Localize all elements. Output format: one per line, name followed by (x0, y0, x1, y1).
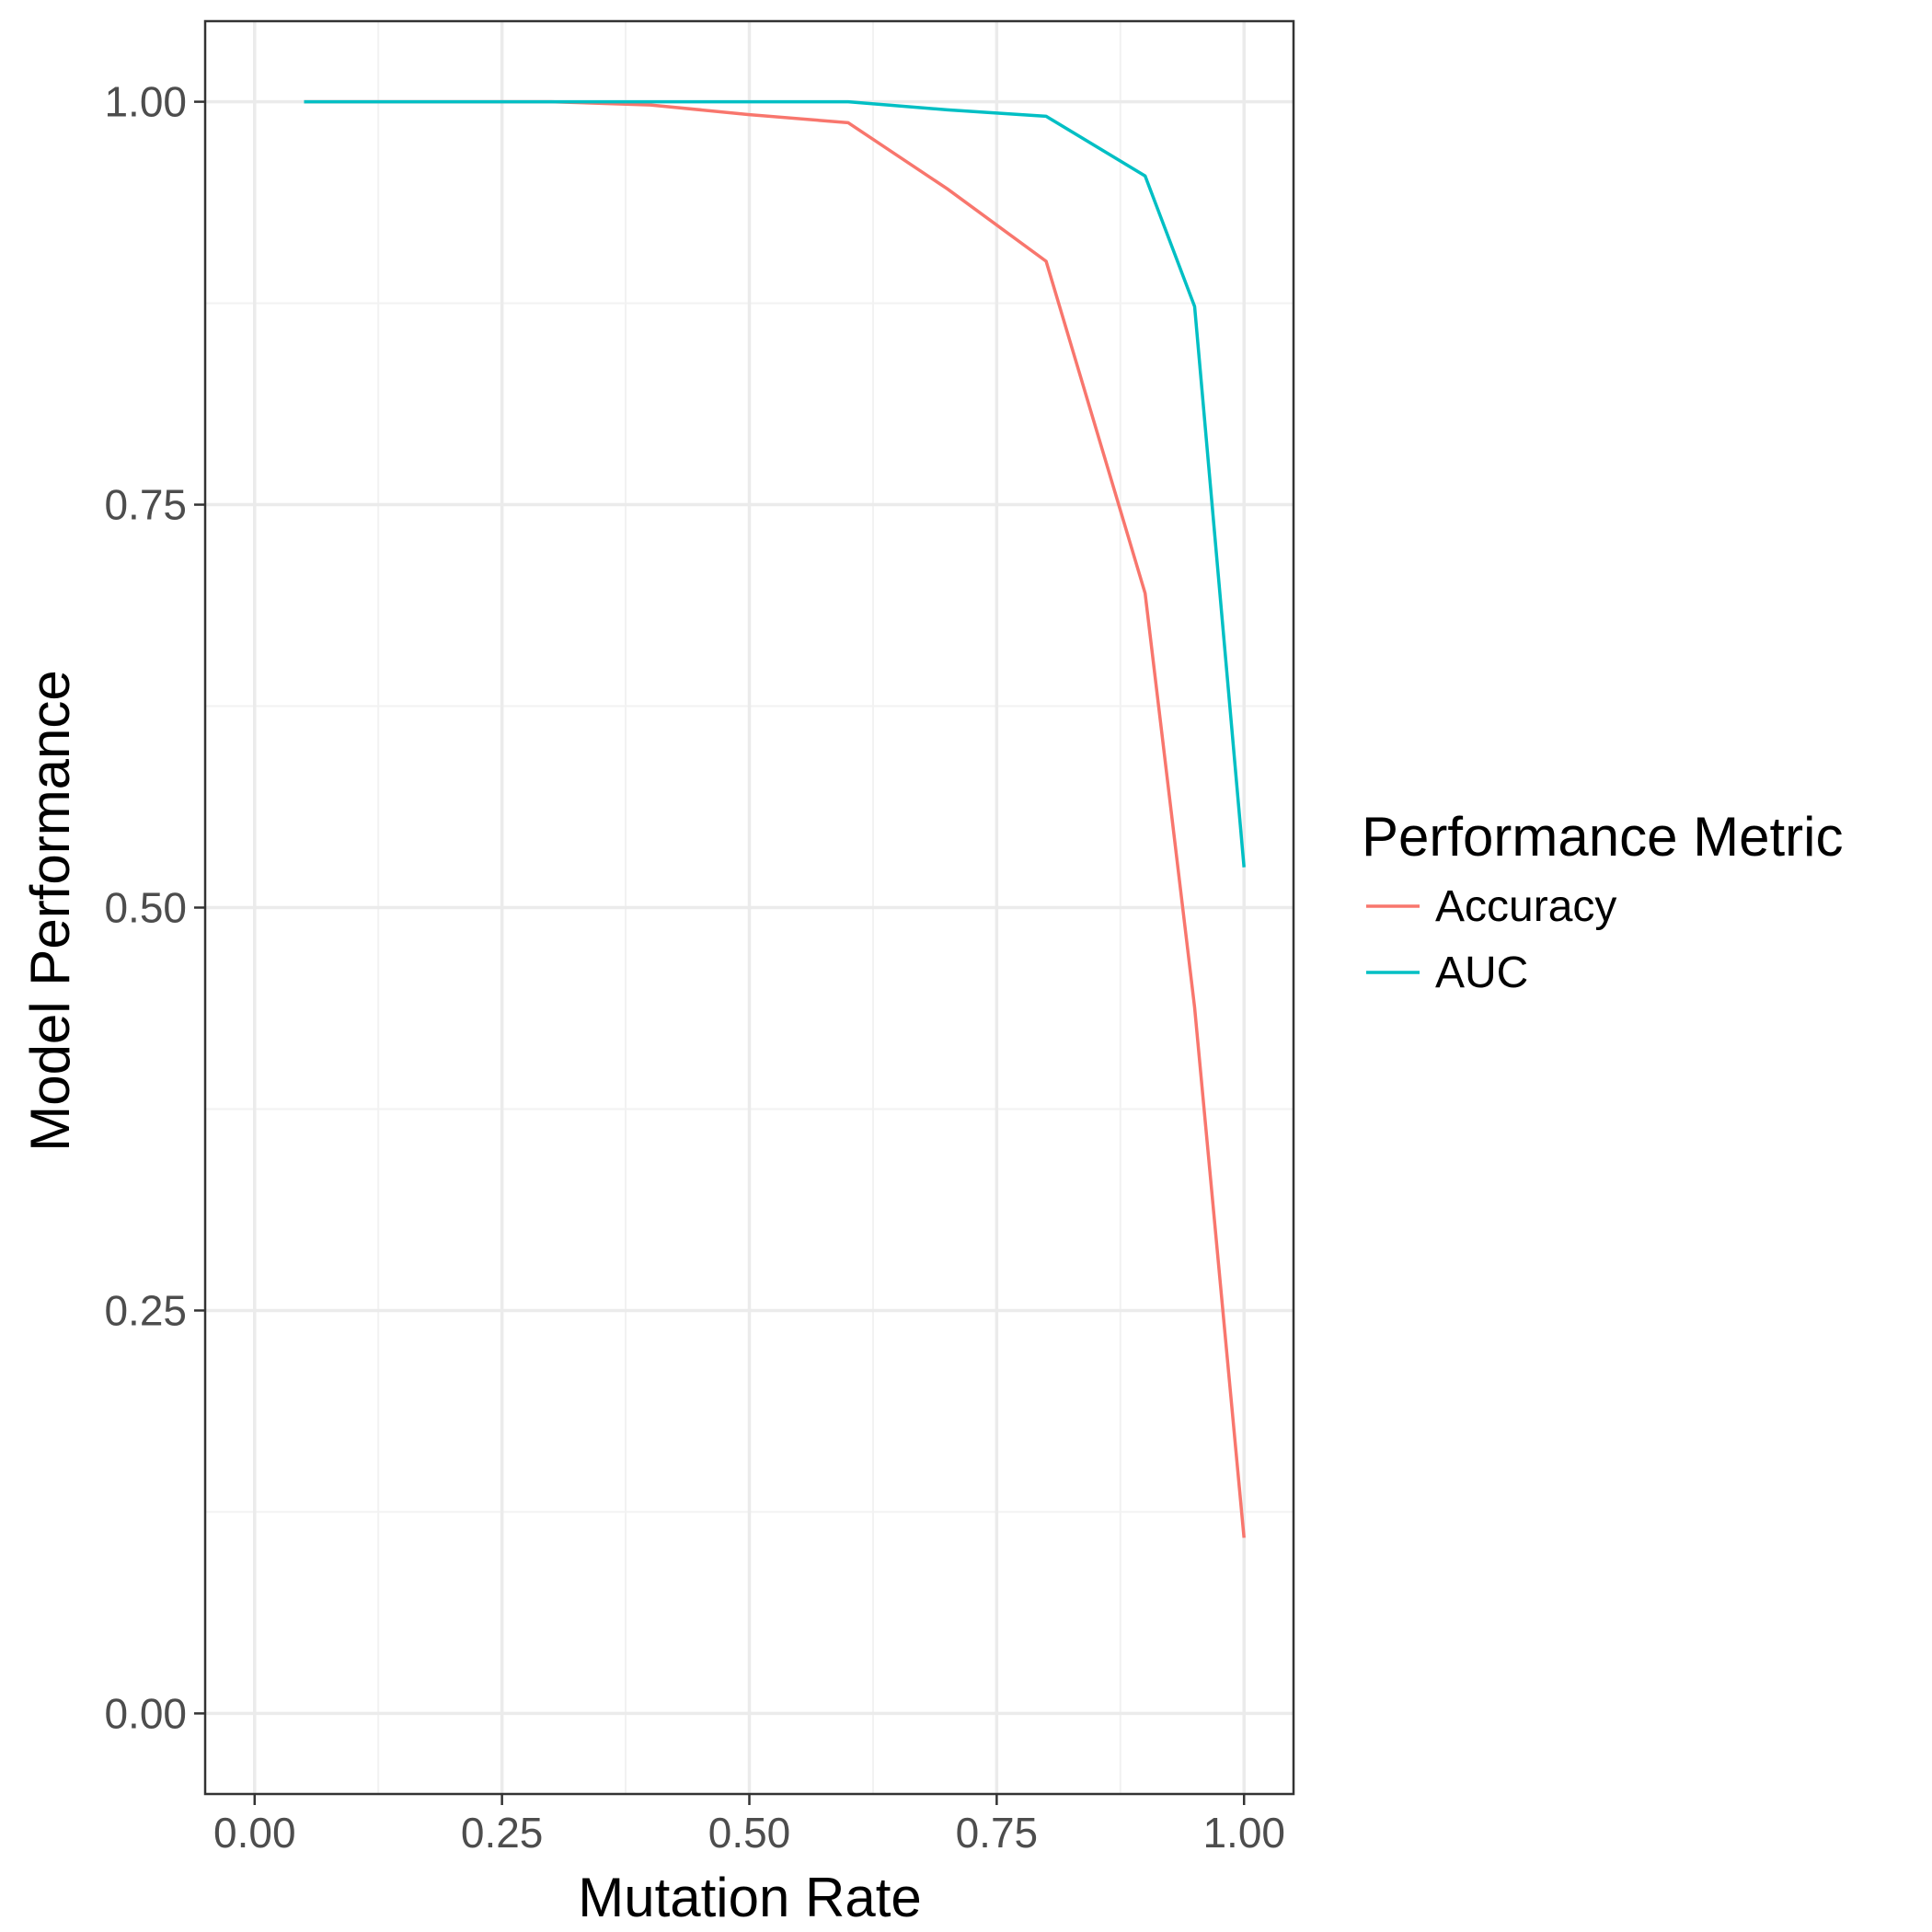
y-tick-label: 0.75 (104, 481, 187, 529)
x-tick-label: 0.00 (213, 1809, 296, 1857)
legend-items: Accuracy AUC (1366, 882, 1616, 997)
y-tick-label: 0.00 (104, 1689, 187, 1737)
x-axis: 0.00 0.25 0.50 0.75 1.00 (213, 1794, 1285, 1857)
y-tick-label: 0.50 (104, 884, 187, 932)
x-axis-label: Mutation Rate (578, 1867, 922, 1928)
y-axis-label: Model Performance (19, 670, 81, 1152)
legend-label-auc: AUC (1435, 949, 1528, 997)
legend-title: Performance Metric (1362, 806, 1843, 868)
y-tick-label: 1.00 (104, 78, 187, 126)
x-tick-label: 0.50 (708, 1809, 791, 1857)
legend-label-accuracy: Accuracy (1435, 882, 1616, 931)
series-lines (304, 99, 1246, 1538)
x-tick-label: 0.75 (956, 1809, 1039, 1857)
x-tick-label: 1.00 (1202, 1809, 1285, 1857)
y-axis: 0.00 0.25 0.50 0.75 1.00 (104, 78, 205, 1737)
y-tick-label: 0.25 (104, 1286, 187, 1334)
x-tick-label: 0.25 (461, 1809, 544, 1857)
legend: Performance Metric Accuracy AUC (1362, 806, 1843, 997)
series-line-auc (304, 99, 1246, 868)
